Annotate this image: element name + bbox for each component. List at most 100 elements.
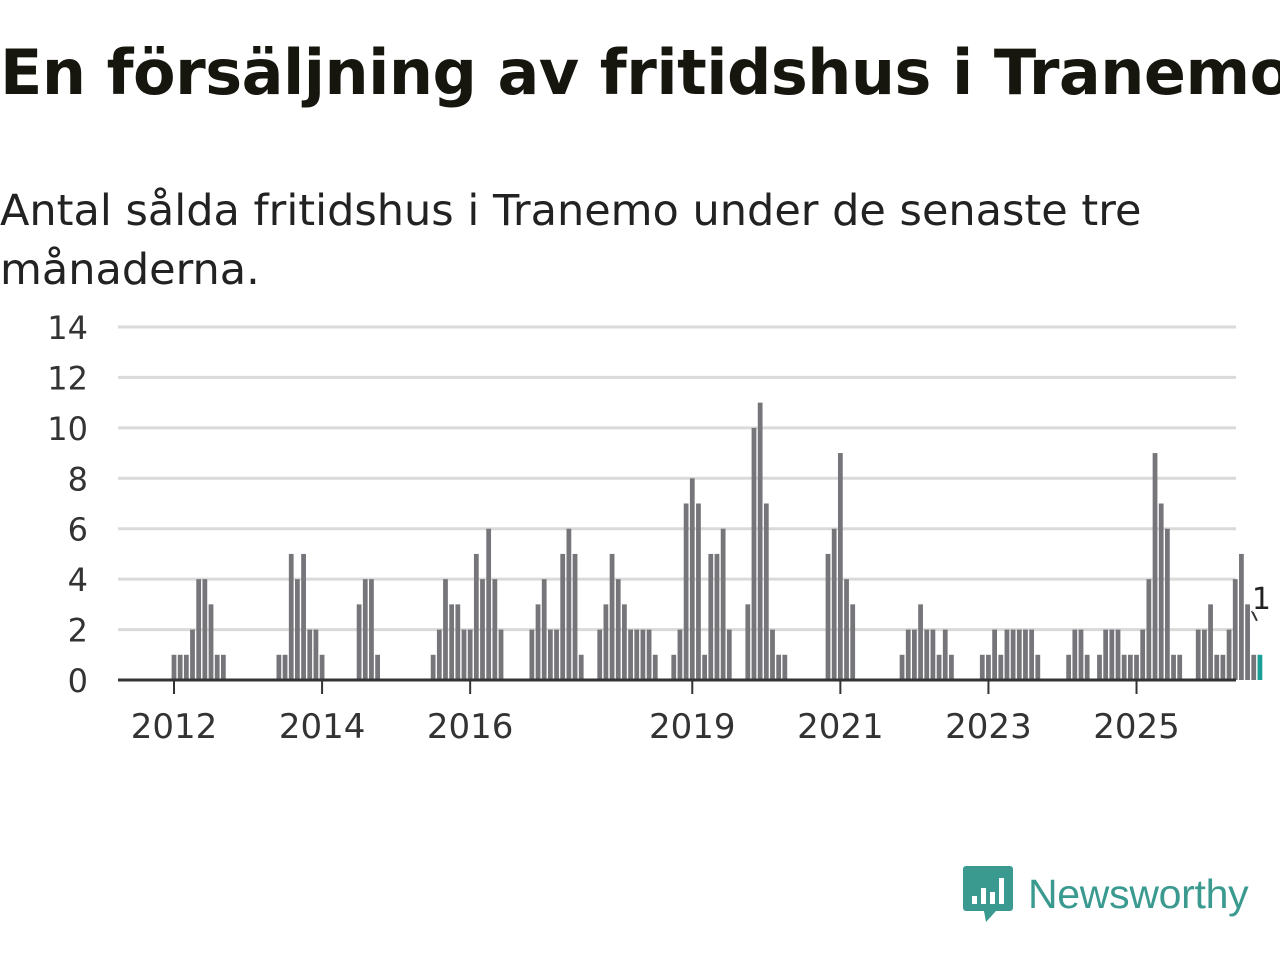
bar xyxy=(1072,629,1078,680)
bar xyxy=(214,654,220,680)
bar xyxy=(301,553,306,680)
bar xyxy=(443,579,448,680)
bar xyxy=(850,604,856,680)
bar xyxy=(609,553,615,680)
bar xyxy=(375,654,380,680)
bar xyxy=(467,629,473,680)
bar xyxy=(986,654,991,680)
bar xyxy=(480,579,485,680)
chart-subtitle: Antal sålda fritidshus i Tranemo under d… xyxy=(0,186,1142,295)
bar xyxy=(992,629,997,680)
bar xyxy=(930,629,936,680)
bar xyxy=(1115,629,1121,680)
bar xyxy=(276,654,282,680)
bar xyxy=(369,579,374,680)
bar xyxy=(1010,629,1016,680)
bar xyxy=(356,604,362,680)
x-axis-ticks: 2012 2014 2016 2019 2021 2023 2025 xyxy=(131,680,1180,747)
bar xyxy=(837,453,843,680)
bar xyxy=(1164,528,1170,680)
bar xyxy=(295,579,300,680)
bar xyxy=(1035,654,1041,680)
newsworthy-chart-icon xyxy=(963,866,1013,922)
bar xyxy=(831,528,837,680)
bar xyxy=(1220,654,1226,680)
chart-title: En försäljning av fritidshus i Tranemo xyxy=(0,36,1280,109)
bar xyxy=(702,654,708,680)
bar xyxy=(1134,654,1139,680)
brand-name: Newsworthy xyxy=(1028,870,1249,917)
y-tick-label: 6 xyxy=(68,511,88,549)
bar xyxy=(455,604,461,680)
bar xyxy=(905,629,911,680)
bar xyxy=(776,654,782,680)
bar xyxy=(825,553,831,680)
bar xyxy=(208,604,214,680)
bar xyxy=(535,604,541,680)
bar xyxy=(307,629,313,680)
bar xyxy=(603,604,609,680)
y-tick-label: 12 xyxy=(47,359,88,397)
y-tick-label: 2 xyxy=(68,612,88,650)
bar xyxy=(282,654,288,680)
x-tick-label: 2016 xyxy=(427,707,514,747)
bar xyxy=(1078,629,1084,680)
grid-lines xyxy=(118,325,1236,632)
bar xyxy=(1103,629,1109,680)
bar xyxy=(486,528,492,680)
bar xyxy=(899,654,905,680)
bar xyxy=(1084,654,1090,680)
bar xyxy=(566,528,572,680)
x-tick-label: 2023 xyxy=(945,707,1032,747)
bar xyxy=(708,553,714,680)
bar xyxy=(615,579,621,680)
bar xyxy=(726,629,732,680)
bar xyxy=(1121,654,1127,680)
bar xyxy=(1127,654,1133,680)
bar xyxy=(1171,654,1176,680)
bar xyxy=(677,629,683,680)
bar xyxy=(183,654,189,680)
bar xyxy=(196,579,202,680)
bar xyxy=(362,579,368,680)
bar xyxy=(1023,629,1028,680)
x-tick-label: 2025 xyxy=(1093,707,1180,747)
bar xyxy=(578,654,584,680)
y-tick-label: 10 xyxy=(47,410,88,448)
annotation-leader xyxy=(1251,610,1258,622)
bar xyxy=(560,553,566,680)
bar-chart: 0 2 4 6 8 10 12 14 2012 2014 2016 2019 2021 2023 2025… xyxy=(47,309,1274,747)
bar xyxy=(529,629,535,680)
bar xyxy=(646,629,652,680)
bar xyxy=(949,654,954,680)
bar xyxy=(597,629,603,680)
bar xyxy=(547,629,553,680)
bar xyxy=(436,629,442,680)
bar xyxy=(319,654,325,680)
bar xyxy=(844,579,849,680)
bar xyxy=(634,629,640,680)
bar xyxy=(1202,629,1207,680)
newsworthy-logo: Newsworthy xyxy=(962,864,1249,924)
bar xyxy=(689,478,695,680)
bar xyxy=(190,629,195,680)
bar xyxy=(1109,629,1115,680)
bar xyxy=(1146,579,1152,680)
bar xyxy=(770,629,775,680)
bar xyxy=(1016,629,1022,680)
bar xyxy=(671,654,677,680)
bar xyxy=(924,629,930,680)
bar xyxy=(745,604,751,680)
bar xyxy=(751,427,757,680)
x-tick-label: 2014 xyxy=(279,707,366,747)
bar xyxy=(177,654,183,680)
bar xyxy=(622,604,627,680)
y-axis-ticks: 0 2 4 6 8 10 12 14 xyxy=(47,309,88,700)
annotation-label: 1 xyxy=(1252,582,1271,617)
bar xyxy=(492,579,498,680)
y-tick-label: 8 xyxy=(68,460,88,498)
bar xyxy=(1097,654,1102,680)
bar xyxy=(554,629,559,680)
bar xyxy=(652,654,658,680)
bar xyxy=(942,629,948,680)
